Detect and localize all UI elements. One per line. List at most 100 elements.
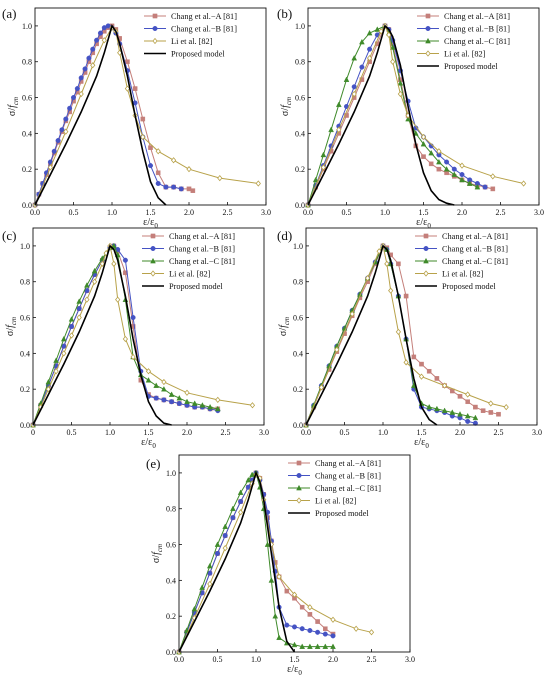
data-point: [67, 105, 73, 111]
series-proposed: [32, 244, 172, 426]
data-point: [249, 471, 255, 477]
data-point: [222, 523, 229, 529]
data-point: [436, 166, 442, 172]
legend-item: Li et al. [82]: [144, 37, 213, 46]
y-tick-label: 1.0: [295, 22, 305, 31]
data-point: [214, 405, 221, 412]
series-line: [34, 24, 167, 206]
x-tick-label: 1.0: [105, 428, 115, 437]
data-point: [451, 166, 457, 172]
data-point: [397, 80, 404, 86]
data-point: [94, 37, 100, 43]
data-point: [155, 170, 161, 176]
data-point: [140, 116, 146, 122]
legend-item: Chang et al.−C [81]: [142, 257, 235, 266]
data-point: [320, 164, 327, 171]
y-tick-label: 0.8: [295, 58, 305, 67]
y-tick-label: 0.6: [166, 541, 176, 550]
legend-swatch-marker: [425, 37, 431, 44]
series-proposed: [307, 24, 455, 206]
data-point: [388, 287, 394, 294]
legend-label: Chang et al.−A [81]: [444, 12, 510, 21]
x-axis-label: ε/ε0: [287, 664, 302, 677]
y-tick-label: 0.6: [20, 314, 30, 323]
data-point: [140, 133, 146, 141]
x-tick-label: 1.5: [146, 208, 156, 217]
data-point: [53, 357, 59, 363]
data-point: [264, 541, 271, 547]
data-point: [191, 400, 198, 406]
data-point: [284, 622, 290, 628]
data-point: [161, 378, 167, 386]
legend-label: Chang et al.−A [81]: [315, 459, 381, 468]
x-tick-label: 3.0: [259, 428, 269, 437]
data-point: [63, 116, 69, 122]
legend-label: Li et al. [82]: [442, 270, 484, 279]
y-tick-label: 0.4: [22, 129, 32, 138]
legend-swatch-marker: [150, 257, 156, 264]
data-point: [465, 418, 471, 424]
data-point: [238, 499, 244, 505]
data-point: [351, 90, 357, 98]
series-chang_a: [176, 470, 336, 655]
x-tick-label: 1.0: [378, 428, 388, 437]
legend-swatch-marker: [150, 245, 156, 251]
data-point: [496, 411, 501, 417]
legend: Chang et al.−A [81] Chang et al.−B [81] Ch…: [415, 232, 508, 291]
panel-label: (c): [2, 228, 16, 243]
data-point: [299, 604, 305, 610]
series-proposed: [34, 24, 167, 206]
series-line: [178, 471, 334, 653]
x-axis-label: ε/ε0: [414, 437, 429, 450]
data-point: [384, 260, 390, 267]
data-point: [367, 46, 373, 52]
data-point: [474, 183, 481, 190]
series-line: [178, 472, 333, 653]
data-point: [351, 84, 357, 90]
data-point: [132, 86, 138, 91]
x-tick-label: 3.0: [534, 208, 544, 217]
data-point: [386, 31, 392, 38]
x-tick-label: 0.0: [301, 428, 311, 437]
x-tick-label: 0.0: [174, 655, 184, 664]
data-point: [359, 64, 365, 70]
legend-label: Proposed model: [169, 282, 223, 291]
y-tick-label: 0.4: [20, 349, 30, 358]
data-point: [351, 55, 358, 61]
data-point: [307, 612, 313, 617]
data-point: [155, 181, 161, 187]
data-point: [268, 577, 275, 583]
x-tick-label: 2.0: [184, 208, 194, 217]
series-li: [30, 242, 256, 429]
y-tick-label: 1.0: [22, 22, 32, 31]
data-point: [237, 489, 244, 495]
legend-item: Chang et al.−A [81]: [142, 232, 235, 241]
series-line: [307, 24, 455, 206]
data-point: [70, 95, 76, 101]
data-point: [125, 59, 130, 65]
data-point: [368, 629, 375, 636]
series-line: [307, 24, 524, 206]
data-point: [299, 626, 305, 632]
data-point: [397, 90, 404, 98]
data-point: [405, 115, 411, 122]
data-point: [199, 402, 206, 408]
data-point: [217, 175, 223, 182]
data-point: [59, 127, 65, 133]
x-tick-label: 0.5: [67, 428, 77, 437]
y-tick-label: 0.6: [293, 314, 303, 323]
legend-swatch-marker: [423, 270, 429, 277]
data-point: [465, 399, 471, 405]
y-tick-label: 0.8: [293, 278, 303, 287]
data-point: [436, 148, 442, 155]
series-line: [32, 244, 253, 426]
data-point: [111, 242, 117, 249]
data-point: [457, 394, 463, 399]
data-point: [465, 391, 471, 398]
data-point: [237, 509, 244, 516]
data-point: [378, 28, 384, 35]
x-tick-label: 1.5: [417, 428, 427, 437]
x-tick-label: 1.0: [380, 208, 390, 217]
legend-item: Chang et al.−C [81]: [417, 37, 510, 46]
